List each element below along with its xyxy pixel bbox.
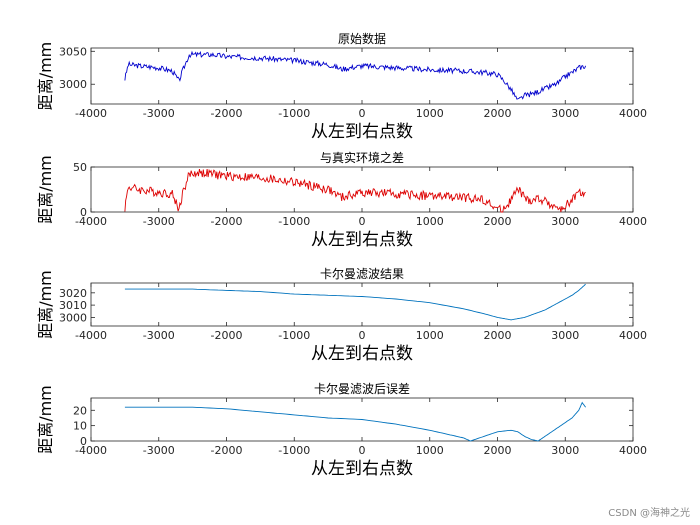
x-tick-label: 1000 — [416, 329, 444, 342]
x-tick-label: -2000 — [211, 329, 243, 342]
x-tick-label: 4000 — [619, 329, 647, 342]
x-tick-label: -4000 — [75, 329, 107, 342]
series-line — [124, 50, 587, 100]
x-tick-label: 0 — [359, 444, 366, 457]
y-tick-label: 3020 — [59, 287, 87, 300]
y-tick-label: 50 — [73, 161, 87, 174]
subplot-title: 卡尔曼滤波结果 — [320, 266, 404, 281]
x-tick-label: -3000 — [143, 107, 175, 120]
y-axis-label: 距离/mm — [36, 42, 55, 111]
subplot-3: -4000 -3000 -2000 -1000 0 1000 2000 3000 4000 300… — [36, 266, 647, 364]
x-tick-label: -4000 — [75, 444, 107, 457]
series-line — [124, 283, 586, 321]
x-tick-label: -2000 — [211, 444, 243, 457]
subplot-title: 与真实环境之差 — [320, 150, 404, 165]
x-tick-label: 1000 — [416, 215, 444, 228]
axes-box — [90, 282, 634, 327]
x-tick-label: -1000 — [278, 444, 310, 457]
y-tick-label: 10 — [73, 420, 87, 433]
x-tick-label: 2000 — [484, 215, 512, 228]
series-line — [124, 401, 586, 442]
x-axis-label: 从左到右点数 — [311, 459, 413, 479]
x-axis-label: 从左到右点数 — [311, 122, 413, 142]
x-tick-label: -2000 — [211, 215, 243, 228]
x-tick-label: 1000 — [416, 107, 444, 120]
x-tick-label: -1000 — [278, 107, 310, 120]
x-tick-label: -1000 — [278, 329, 310, 342]
x-tick-label: 0 — [359, 215, 366, 228]
y-tick-label: 20 — [73, 404, 87, 417]
subplot-2: -4000 -3000 -2000 -1000 0 1000 2000 3000 4000 0 50… — [36, 150, 647, 250]
y-tick-label: 0 — [80, 206, 87, 219]
x-tick-label: 1000 — [416, 444, 444, 457]
x-tick-label: 3000 — [551, 215, 579, 228]
x-tick-label: 4000 — [619, 444, 647, 457]
x-tick-label: -3000 — [143, 329, 175, 342]
y-tick-label: 3050 — [59, 45, 87, 58]
y-tick-label: 3010 — [59, 299, 87, 312]
x-axis-label: 从左到右点数 — [311, 344, 413, 364]
y-axis-label: 距离/mm — [36, 155, 55, 224]
subplot-4: -4000 -3000 -2000 -1000 0 1000 2000 3000 4000 0 10… — [36, 381, 647, 479]
x-tick-label: -1000 — [278, 215, 310, 228]
y-axis-label: 距离/mm — [36, 270, 55, 339]
x-tick-label: -3000 — [143, 215, 175, 228]
x-tick-label: 2000 — [484, 444, 512, 457]
series-line — [124, 168, 586, 213]
x-axis-label: 从左到右点数 — [311, 230, 413, 250]
y-tick-label: 3000 — [59, 78, 87, 91]
y-tick-label: 0 — [80, 435, 87, 448]
subplot-title: 原始数据 — [338, 31, 386, 46]
watermark: CSDN @海神之光 — [608, 508, 690, 519]
x-tick-label: 3000 — [551, 444, 579, 457]
x-tick-label: -4000 — [75, 107, 107, 120]
subplot-1: -4000 -3000 -2000 -1000 0 1000 2000 3000 4000 300… — [36, 31, 647, 142]
y-axis-label: 距离/mm — [36, 385, 55, 454]
subplot-title: 卡尔曼滤波后误差 — [314, 381, 410, 396]
x-tick-label: 2000 — [484, 329, 512, 342]
x-tick-label: 3000 — [551, 107, 579, 120]
x-tick-label: 2000 — [484, 107, 512, 120]
x-tick-label: 3000 — [551, 329, 579, 342]
x-tick-label: -2000 — [211, 107, 243, 120]
axes-box — [90, 166, 634, 213]
x-tick-label: -3000 — [143, 444, 175, 457]
x-tick-label: 4000 — [619, 107, 647, 120]
axes-box — [90, 47, 634, 105]
x-tick-label: 0 — [359, 107, 366, 120]
y-tick-label: 3000 — [59, 311, 87, 324]
x-tick-label: 0 — [359, 329, 366, 342]
x-tick-label: 4000 — [619, 215, 647, 228]
x-tick-label: -4000 — [75, 215, 107, 228]
